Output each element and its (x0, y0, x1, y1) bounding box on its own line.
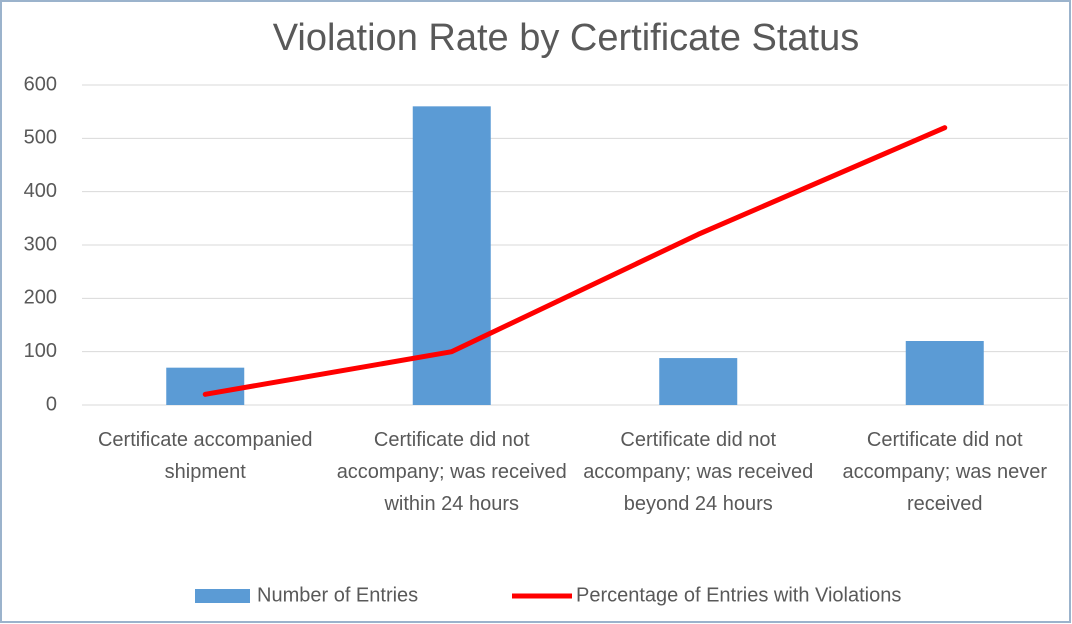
y-tick-label: 600 (24, 73, 57, 95)
bar (166, 367, 245, 405)
bar (659, 358, 738, 405)
x-tick-label: Certificate did not accompany; was recei… (583, 429, 814, 515)
legend-swatch (195, 589, 250, 603)
legend-label: Number of Entries (257, 584, 418, 606)
bar (412, 106, 491, 405)
x-tick-label: Certificate accompanied shipment (97, 429, 313, 483)
bar (905, 341, 984, 405)
line (202, 125, 948, 397)
y-tick-label: 300 (24, 233, 57, 255)
y-tick-label: 500 (24, 127, 57, 149)
y-tick-label: 200 (24, 287, 57, 309)
y-tick-label: 400 (24, 180, 57, 202)
y-tick-label: 0 (46, 393, 57, 415)
chart-title: Violation Rate by Certificate Status (273, 17, 860, 59)
y-tick-label: 100 (24, 340, 57, 362)
x-tick-label: Certificate did not accompany; was never… (842, 429, 1048, 515)
legend-label: Percentage of Entries with Violations (576, 584, 901, 606)
x-tick-label: Certificate did not accompany; was recei… (336, 429, 567, 515)
